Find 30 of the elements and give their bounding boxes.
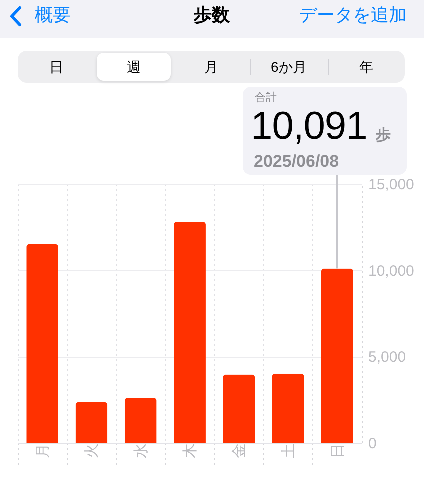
text: 合計 (255, 91, 277, 105)
bar (76, 402, 108, 443)
x-tick-label: 金 (231, 444, 248, 458)
text: データを追加 (299, 4, 407, 26)
text: 歩 (376, 127, 391, 145)
text: 6か月 (270, 59, 308, 76)
chart-title: 歩数 (194, 5, 230, 25)
text: 年 (358, 59, 374, 76)
text: 概要 (35, 4, 71, 26)
bar (321, 268, 354, 443)
bar (174, 222, 206, 443)
x-tick-label: 月 (34, 444, 52, 458)
bar (124, 398, 157, 443)
bar (26, 244, 59, 443)
text: 週 (126, 59, 142, 76)
y-tick-label: 5,000 (368, 349, 406, 366)
y-tick-label: 10,000 (368, 262, 414, 280)
x-tick-label: 水 (132, 444, 150, 458)
text: 2025/06/08 (254, 152, 340, 172)
x-tick-label: 日 (329, 444, 346, 458)
bar (223, 374, 256, 443)
y-tick-label: 0 (368, 436, 377, 452)
x-tick-label: 火 (84, 444, 101, 458)
text: 月 (203, 59, 220, 76)
x-tick-label: 土 (280, 444, 298, 458)
text: 日 (48, 59, 65, 76)
bar (272, 374, 304, 443)
annotation: 10,091 (251, 105, 368, 149)
y-tick-label: 15,000 (368, 176, 414, 194)
x-tick-label: 木 (182, 444, 199, 458)
